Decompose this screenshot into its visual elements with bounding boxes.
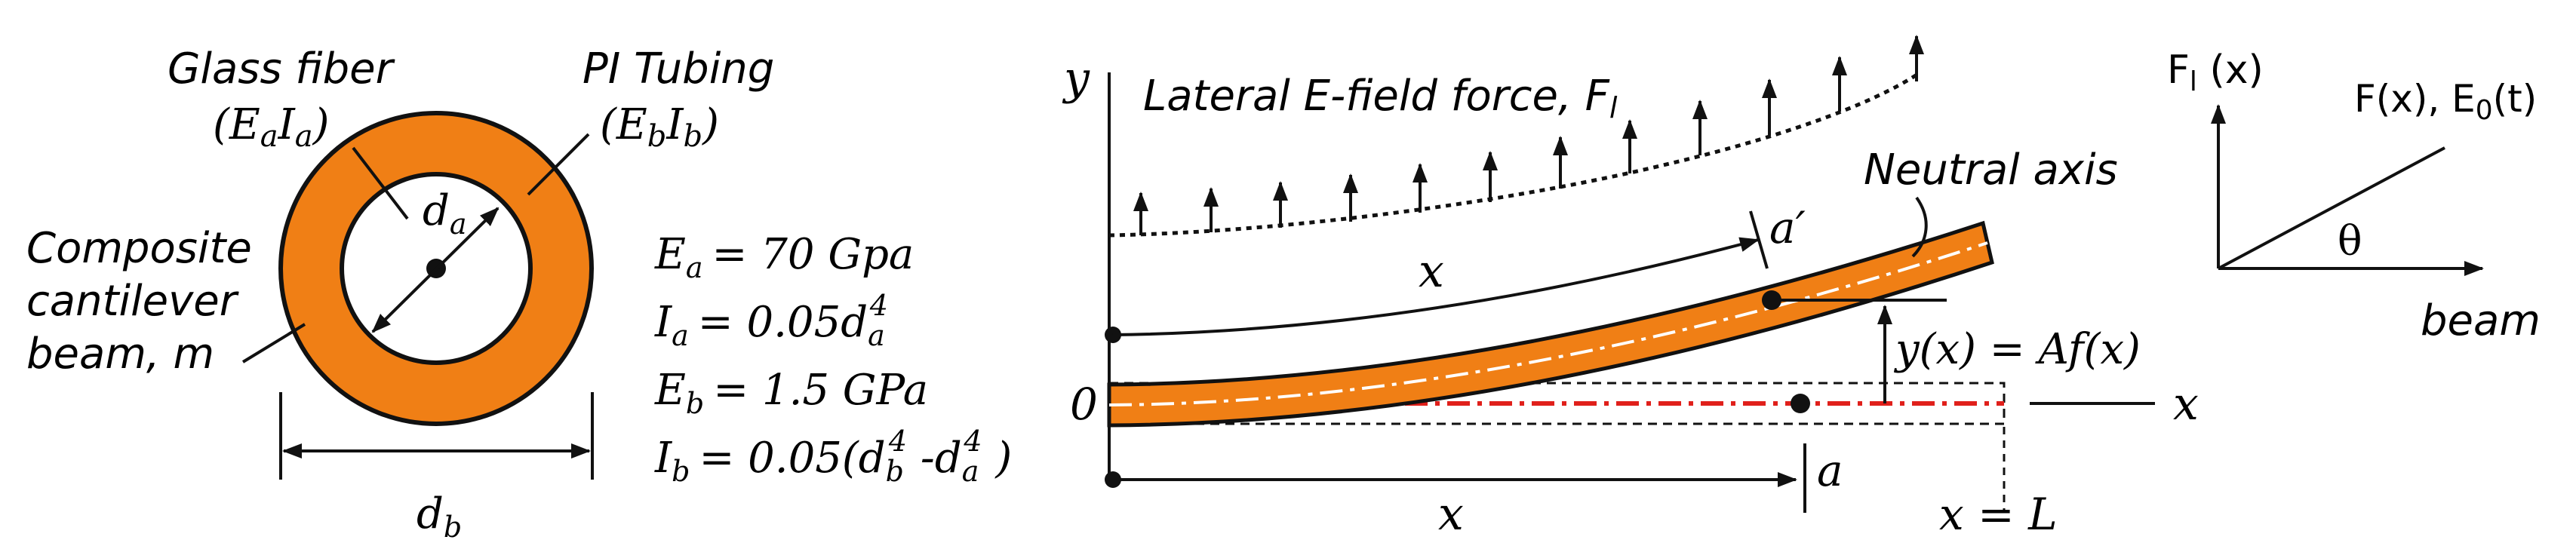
pi-tubing-label: PI Tubing: [583, 44, 774, 94]
a-label: a: [1817, 445, 1843, 496]
force-label: Lateral E-field force, Fl: [1143, 72, 1618, 124]
material-equations: Ea = 70 Gpa Ia = 0.05da4 Eb = 1.5 GPa Ib = 0…: [654, 230, 1012, 488]
neutral-axis-leader: [1911, 196, 1928, 258]
deflection-label: y(x) = Af(x): [1893, 325, 2141, 374]
pi-tubing-properties: (EbIb): [600, 100, 719, 154]
beam-diagram: y Lateral E-field force, Fl x: [1062, 35, 2199, 541]
glass-fiber-properties: (EaIa): [213, 100, 329, 154]
arc-x-label: x: [1419, 245, 1444, 298]
da-label: da: [423, 186, 467, 241]
composite-label-line2: cantilever: [26, 277, 239, 326]
force-plot-x-label: beam: [2421, 296, 2541, 345]
deflected-beam: [1107, 220, 1994, 428]
undeformed-point-dot: [1791, 394, 1810, 413]
a-prime-label: a′: [1769, 202, 1806, 253]
db-label: db: [417, 489, 462, 544]
force-plot-line: [2218, 146, 2445, 270]
eb-equation: Eb = 1.5 GPa: [654, 366, 928, 420]
ib-equation: Ib = 0.05(db4 -da4 ): [654, 425, 1012, 488]
cross-section: Glass fiber (EaIa) PI Tubing (EbIb) Comp…: [26, 44, 774, 544]
glass-fiber-label: Glass fiber: [168, 44, 395, 94]
glass-fiber-leader: [352, 146, 409, 220]
ea-equation: Ea = 70 Gpa: [654, 230, 914, 284]
deflected-neutral-axis: [1108, 241, 1988, 406]
bottom-x-label: x: [1438, 488, 1464, 541]
ia-equation: Ia = 0.05da4: [654, 289, 888, 352]
theta-label: θ: [2338, 217, 2362, 265]
y-axis-label: y: [1062, 52, 1090, 105]
neutral-axis-label: Neutral axis: [1864, 146, 2118, 195]
end-label: x = L: [1939, 489, 2058, 540]
force-plot-line-label: F(x), E0(t): [2354, 77, 2537, 126]
da-diameter-arrow: [371, 207, 500, 333]
x-axis-label: x: [2173, 378, 2199, 431]
force-plot-y-label: Fl (x): [2167, 48, 2264, 97]
force-distribution-curve: [1108, 70, 1922, 238]
origin-label: 0: [1070, 379, 1098, 430]
force-plot: Fl (x) F(x), E0(t) θ beam: [2167, 48, 2541, 345]
composite-label-line3: beam, m: [26, 330, 214, 379]
force-arrows: [1133, 35, 1924, 235]
composite-label-line1: Composite: [26, 224, 252, 273]
composite-leader: [241, 323, 306, 363]
pi-tubing-leader: [527, 133, 590, 196]
arc-length-arrow: [1112, 237, 1760, 336]
a-prime-tick: [1749, 210, 1769, 269]
